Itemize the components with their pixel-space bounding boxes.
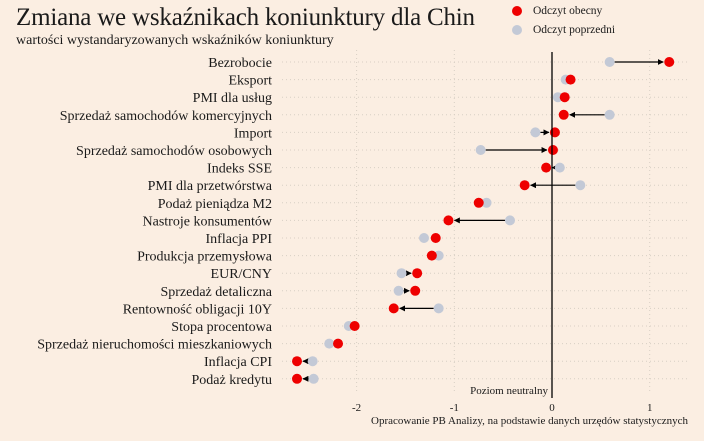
legend-item-previous: Odczyt poprzedni — [512, 24, 615, 36]
category-label: Sprzedaż detaliczna — [160, 285, 272, 300]
point-previous — [433, 303, 444, 314]
category-label: Inflacja CPI — [204, 355, 272, 370]
category-label: Rentowność obligacji 10Y — [123, 302, 272, 317]
point-current — [292, 356, 303, 367]
legend-marker-current — [512, 6, 522, 16]
legend-item-current: Odczyt obecny — [512, 5, 602, 17]
point-current — [349, 321, 360, 331]
category-label: Eksport — [228, 74, 272, 89]
category-label: EUR/CNY — [211, 267, 272, 282]
chart-title: Zmiana we wskaźnikach koniunktury dla Ch… — [16, 4, 475, 31]
x-tick-label: -2 — [352, 402, 361, 414]
point-current — [292, 373, 303, 384]
category-label: Import — [234, 126, 272, 141]
category-label: Inflacja PPI — [206, 232, 273, 247]
legend-label-current: Odczyt obecny — [533, 5, 603, 17]
category-label: Produkcja przemysłowa — [137, 250, 273, 265]
x-tick-label: -1 — [450, 402, 459, 414]
legend-label-previous: Odczyt poprzedni — [533, 24, 616, 36]
point-current — [430, 233, 441, 243]
category-label: Stopa procentowa — [171, 320, 272, 335]
point-current — [664, 57, 675, 67]
point-current — [410, 285, 421, 296]
point-previous — [481, 197, 492, 208]
point-previous — [324, 338, 335, 349]
point-previous — [307, 356, 318, 367]
point-previous — [530, 127, 541, 138]
neutral-level-label: Poziom neutralny — [470, 385, 548, 397]
point-current — [558, 109, 569, 120]
point-current — [412, 268, 423, 279]
point-current — [559, 92, 570, 103]
point-current — [565, 74, 576, 85]
point-current — [333, 338, 344, 349]
chart-subtitle: wartości wystandaryzowanych wskaźników k… — [16, 33, 334, 48]
point-previous — [308, 373, 319, 384]
point-previous — [393, 285, 404, 296]
source-note: Opracowanie PB Analizy, na podstawie dan… — [371, 415, 688, 427]
category-label: Podaż pieniądza M2 — [158, 197, 272, 212]
point-previous — [604, 57, 615, 67]
category-label: Podaż kredytu — [192, 373, 272, 388]
category-label: PMI dla usług — [193, 91, 272, 106]
category-label: Nastroje konsumentów — [143, 214, 273, 229]
point-previous — [475, 145, 486, 155]
x-tick-label: 0 — [549, 402, 555, 414]
point-current — [473, 197, 484, 208]
point-current — [426, 250, 437, 261]
category-label: Sprzedaż samochodów komercyjnych — [60, 109, 272, 124]
point-previous — [604, 109, 615, 120]
point-current — [519, 180, 530, 191]
category-label: Sprzedaż nieruchomości mieszkaniowych — [37, 338, 272, 353]
point-previous — [396, 268, 407, 279]
point-previous — [419, 233, 430, 243]
category-label: Bezrobocie — [208, 56, 272, 71]
category-label: Sprzedaż samochodów osobowych — [76, 144, 272, 159]
x-tick-label: 1 — [647, 402, 653, 414]
point-previous — [433, 250, 444, 261]
point-current — [541, 162, 552, 173]
point-current — [547, 145, 558, 155]
point-previous — [554, 162, 565, 173]
category-label: Indeks SSE — [207, 162, 272, 177]
point-current — [443, 215, 454, 226]
point-previous — [575, 180, 586, 191]
category-label: PMI dla przetwórstwa — [148, 179, 273, 194]
point-current — [388, 303, 399, 314]
legend-marker-previous — [512, 25, 522, 35]
point-previous — [552, 92, 563, 103]
point-previous — [504, 215, 515, 226]
